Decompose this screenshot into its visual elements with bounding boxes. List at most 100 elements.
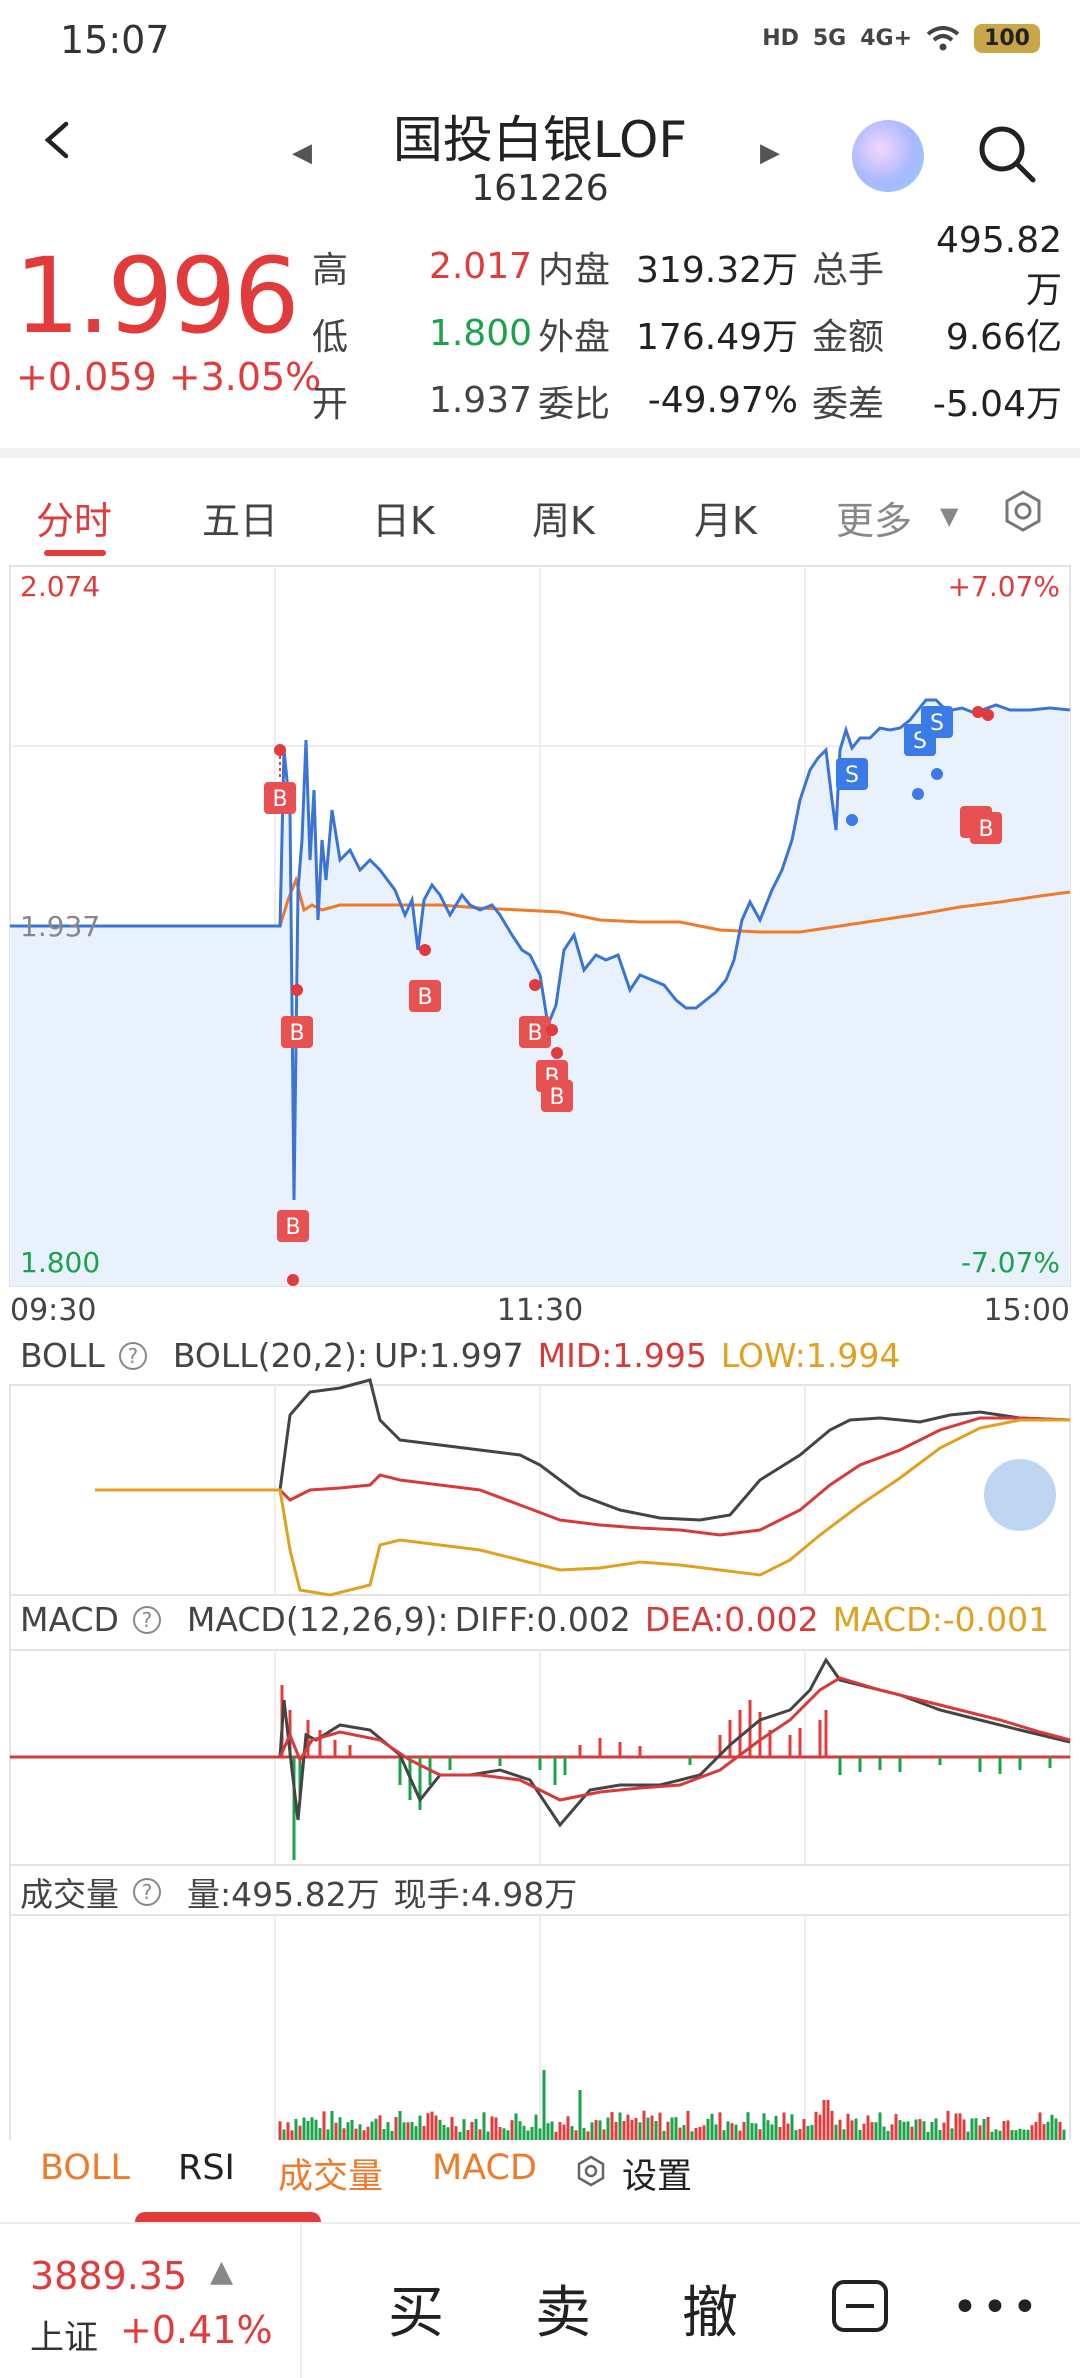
section-divider: [0, 448, 1080, 458]
macd-title[interactable]: MACD: [20, 1600, 119, 1639]
value-order-diff: -5.04万: [932, 383, 1062, 425]
sell-markers[interactable]: S S S: [836, 706, 953, 826]
wifi-icon: [926, 25, 960, 50]
svg-text:B: B: [417, 985, 432, 1010]
y-max-label: 2.074: [20, 570, 100, 603]
tab-monthly-k[interactable]: 月K: [694, 499, 757, 543]
x-mid-label: 11:30: [497, 1293, 583, 1328]
y-ref-label: 1.937: [20, 910, 100, 943]
boll-help-icon[interactable]: ?: [118, 1341, 147, 1370]
svg-text:S: S: [930, 711, 944, 736]
indicator-tabs: BOLL RSI 成交量 MACD 设置: [0, 2140, 1080, 2200]
stock-code: 161226: [471, 168, 609, 209]
buy-markers[interactable]: B B B B B B B B: [264, 706, 1002, 1286]
indicator-settings-icon[interactable]: [574, 2154, 608, 2188]
signal-5g-icon: 5G: [812, 26, 847, 51]
change-percent: +3.05%: [168, 355, 322, 399]
label-total-volume: 总手: [812, 249, 885, 291]
prev-stock-icon[interactable]: ◀: [292, 138, 312, 168]
index-name[interactable]: 上证: [30, 2318, 98, 2358]
sell-button[interactable]: 卖: [535, 2281, 591, 2346]
buy-button[interactable]: 买: [388, 2281, 444, 2346]
svg-text:B: B: [272, 787, 287, 812]
x-end-label: 15:00: [984, 1293, 1070, 1328]
tab-intraday[interactable]: 分时: [36, 499, 113, 543]
footer-divider: [300, 2224, 302, 2378]
volume-title[interactable]: 成交量: [20, 1875, 119, 1914]
svg-text:B: B: [549, 1085, 564, 1110]
tab-weekly-k[interactable]: 周K: [532, 499, 595, 543]
next-stock-icon[interactable]: ▶: [760, 138, 780, 168]
boll-title[interactable]: BOLL: [20, 1336, 105, 1375]
y-min-pct-label: -7.07%: [961, 1246, 1060, 1279]
label-order-ratio: 委比: [538, 383, 611, 425]
y-max-pct-label: +7.07%: [948, 570, 1060, 603]
search-icon[interactable]: [975, 122, 1039, 186]
indicator-tab-boll[interactable]: BOLL: [40, 2148, 130, 2188]
quote-col-3: 总手 495.82万 金额 9.66亿 委差 -5.04万: [812, 220, 1072, 434]
status-bar: 15:07 HD 5G 4G+ 100: [0, 0, 1080, 84]
value-amount: 9.66亿: [945, 316, 1062, 358]
y-min-label: 1.800: [20, 1246, 100, 1279]
position-icon[interactable]: [830, 2278, 890, 2334]
value-inner: 319.32万: [636, 249, 798, 291]
quote-panel: 1.996 +0.059 +3.05% 高 2.017 低 1.800 开 1.937…: [0, 220, 1080, 440]
indicator-tab-rsi[interactable]: RSI: [178, 2148, 235, 2188]
boll-header: BOLL ? BOLL(20,2): UP:1.997 MID:1.995 LO…: [20, 1336, 900, 1375]
cancel-order-button[interactable]: 撤: [682, 2281, 738, 2346]
quote-col-1: 高 2.017 低 1.800 开 1.937: [312, 233, 532, 434]
chart-settings-icon[interactable]: [1000, 488, 1046, 534]
label-order-diff: 委差: [812, 383, 885, 425]
more-menu-icon[interactable]: •••: [952, 2282, 1042, 2333]
svg-text:B: B: [285, 1215, 300, 1240]
tab-five-day[interactable]: 五日: [202, 499, 279, 543]
boll-up: UP:1.997: [373, 1336, 524, 1375]
expand-chart-icon[interactable]: [984, 1459, 1056, 1531]
chart-tabs: 分时 五日 日K 周K 月K 更多 ▼: [0, 470, 1080, 560]
indicator-tab-volume[interactable]: 成交量: [278, 2157, 384, 2197]
svg-text:B: B: [978, 817, 993, 842]
chart-area[interactable]: B B B B B B B B S S S 2.074 +7.07% 1.937…: [0, 560, 1080, 2140]
volume-now: 现手:4.98万: [393, 1875, 578, 1914]
ai-assistant-icon[interactable]: [852, 120, 924, 192]
battery-icon: 100: [974, 24, 1040, 53]
label-inner: 内盘: [538, 249, 611, 291]
macd-help-icon[interactable]: ?: [132, 1605, 161, 1634]
back-arrow-icon[interactable]: [38, 120, 78, 160]
index-change[interactable]: +0.41%: [120, 2308, 273, 2352]
value-open: 1.937: [428, 380, 532, 421]
indicator-tab-settings[interactable]: 设置: [622, 2157, 693, 2197]
index-value[interactable]: 3889.35: [30, 2254, 188, 2298]
volume-header: 成交量 ? 量:495.82万 现手:4.98万: [20, 1868, 577, 1916]
signal-4g-icon: 4G+: [860, 26, 913, 51]
stock-title: 国投白银LOF: [392, 111, 688, 169]
macd-diff: DIFF:0.002: [454, 1600, 631, 1639]
current-price: 1.996: [14, 235, 300, 357]
macd-dea: DEA:0.002: [644, 1600, 819, 1639]
tab-daily-k[interactable]: 日K: [372, 499, 435, 543]
value-total-volume: 495.82万: [936, 220, 1062, 311]
macd-header: MACD ? MACD(12,26,9): DIFF:0.002 DEA:0.0…: [20, 1600, 1049, 1639]
volume-help-icon[interactable]: ?: [133, 1878, 161, 1906]
price-change: +0.059 +3.05%: [16, 355, 321, 399]
x-start-label: 09:30: [10, 1293, 96, 1328]
macd-params: MACD(12,26,9):: [186, 1600, 449, 1639]
value-outer: 176.49万: [636, 316, 798, 358]
label-amount: 金额: [812, 316, 885, 358]
tab-more[interactable]: 更多: [836, 499, 913, 543]
indicator-tab-macd[interactable]: MACD: [432, 2148, 537, 2188]
hd-icon: HD: [762, 26, 799, 51]
label-outer: 外盘: [538, 316, 611, 358]
tab-active-indicator: [44, 550, 106, 556]
boll-mid: MID:1.995: [537, 1336, 707, 1375]
change-value: +0.059: [16, 355, 157, 399]
bottom-trade-bar: 3889.35 ▲ 上证 +0.41% 买 卖 撤 •••: [0, 2222, 1080, 2378]
quote-col-2: 内盘 319.32万 外盘 176.49万 委比 -49.97%: [538, 233, 798, 434]
status-time: 15:07: [60, 18, 170, 62]
label-low: 低: [312, 316, 349, 358]
chevron-down-icon[interactable]: ▼: [940, 502, 959, 530]
label-high: 高: [312, 249, 349, 291]
index-up-arrow-icon: ▲: [210, 2254, 234, 2289]
value-order-ratio: -49.97%: [647, 380, 798, 421]
volume-total: 量:495.82万: [187, 1875, 380, 1914]
